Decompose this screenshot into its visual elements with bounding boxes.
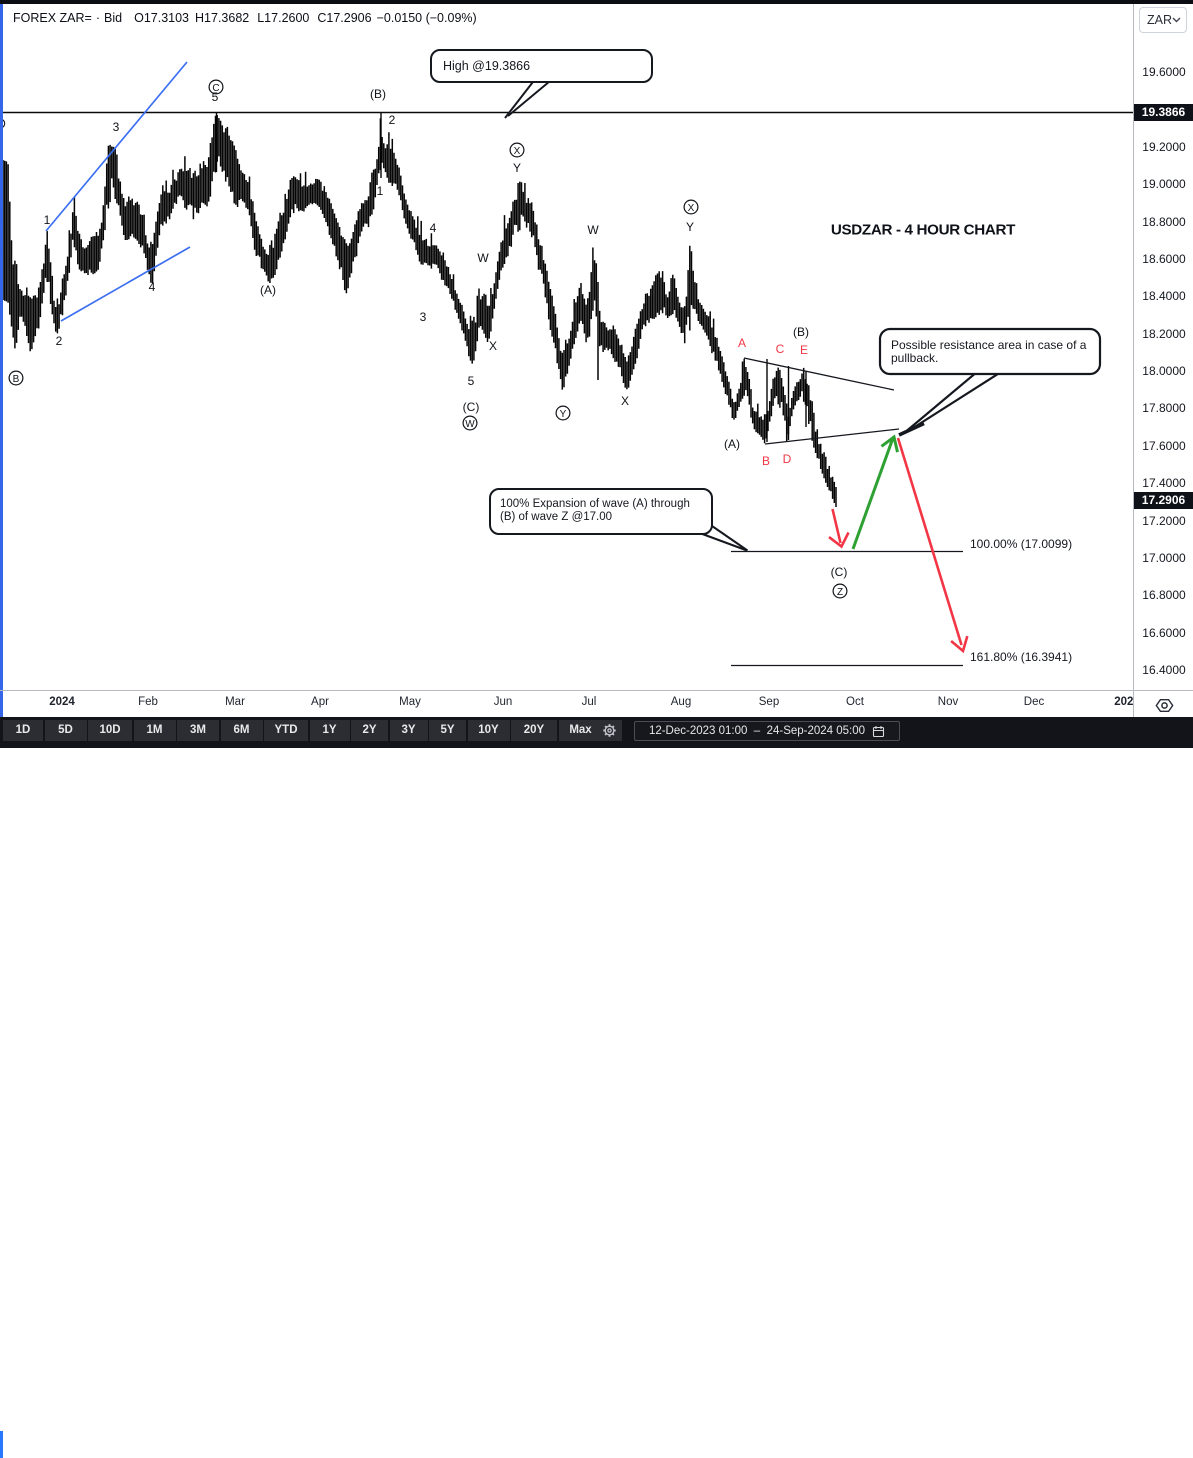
svg-text:W: W — [465, 419, 475, 430]
svg-text:4: 4 — [149, 280, 156, 294]
svg-text:1: 1 — [44, 213, 51, 227]
svg-text:D: D — [783, 452, 792, 466]
svg-text:(C): (C) — [463, 400, 480, 414]
svg-text:B: B — [762, 454, 770, 468]
svg-text:Y: Y — [560, 409, 567, 420]
svg-text:High @19.3866: High @19.3866 — [443, 59, 530, 73]
svg-text:USDZAR - 4 HOUR CHART: USDZAR - 4 HOUR CHART — [831, 222, 1016, 239]
svg-text:100% Expansion of wave (A) thr: 100% Expansion of wave (A) through — [500, 498, 690, 510]
svg-text:(B): (B) — [370, 87, 386, 101]
svg-text:100.00% (17.0099): 100.00% (17.0099) — [970, 537, 1072, 551]
svg-text:A: A — [738, 336, 746, 350]
svg-text:X: X — [621, 394, 629, 408]
svg-text:1: 1 — [377, 184, 384, 198]
svg-text:E: E — [800, 343, 808, 357]
svg-text:3: 3 — [113, 120, 120, 134]
svg-text:C: C — [212, 83, 219, 94]
svg-text:5: 5 — [212, 90, 219, 104]
svg-text:(B) of wave Z @17.00: (B) of wave Z @17.00 — [500, 511, 612, 523]
svg-text:2: 2 — [56, 334, 63, 348]
svg-text:W: W — [587, 223, 599, 237]
svg-text:4: 4 — [430, 221, 437, 235]
svg-text:Z: Z — [837, 587, 843, 598]
svg-text:(A): (A) — [724, 437, 740, 451]
svg-text:C: C — [776, 342, 785, 356]
svg-text:(C): (C) — [831, 565, 848, 579]
svg-text:(B): (B) — [793, 325, 809, 339]
svg-text:W: W — [477, 251, 489, 265]
svg-text:3: 3 — [420, 310, 427, 324]
svg-text:161.80% (16.3941): 161.80% (16.3941) — [970, 650, 1072, 664]
svg-text:X: X — [514, 146, 521, 157]
svg-text:pullback.: pullback. — [891, 351, 938, 365]
svg-text:B: B — [13, 374, 20, 385]
svg-text:(A): (A) — [260, 283, 276, 297]
svg-text:Possible resistance area in ca: Possible resistance area in case of a — [891, 338, 1087, 352]
svg-text:X: X — [688, 203, 695, 214]
svg-text:2: 2 — [389, 113, 396, 127]
svg-text:Y: Y — [686, 220, 694, 234]
svg-text:Y: Y — [513, 161, 521, 175]
svg-text:5: 5 — [468, 374, 475, 388]
svg-text:X: X — [489, 339, 497, 353]
